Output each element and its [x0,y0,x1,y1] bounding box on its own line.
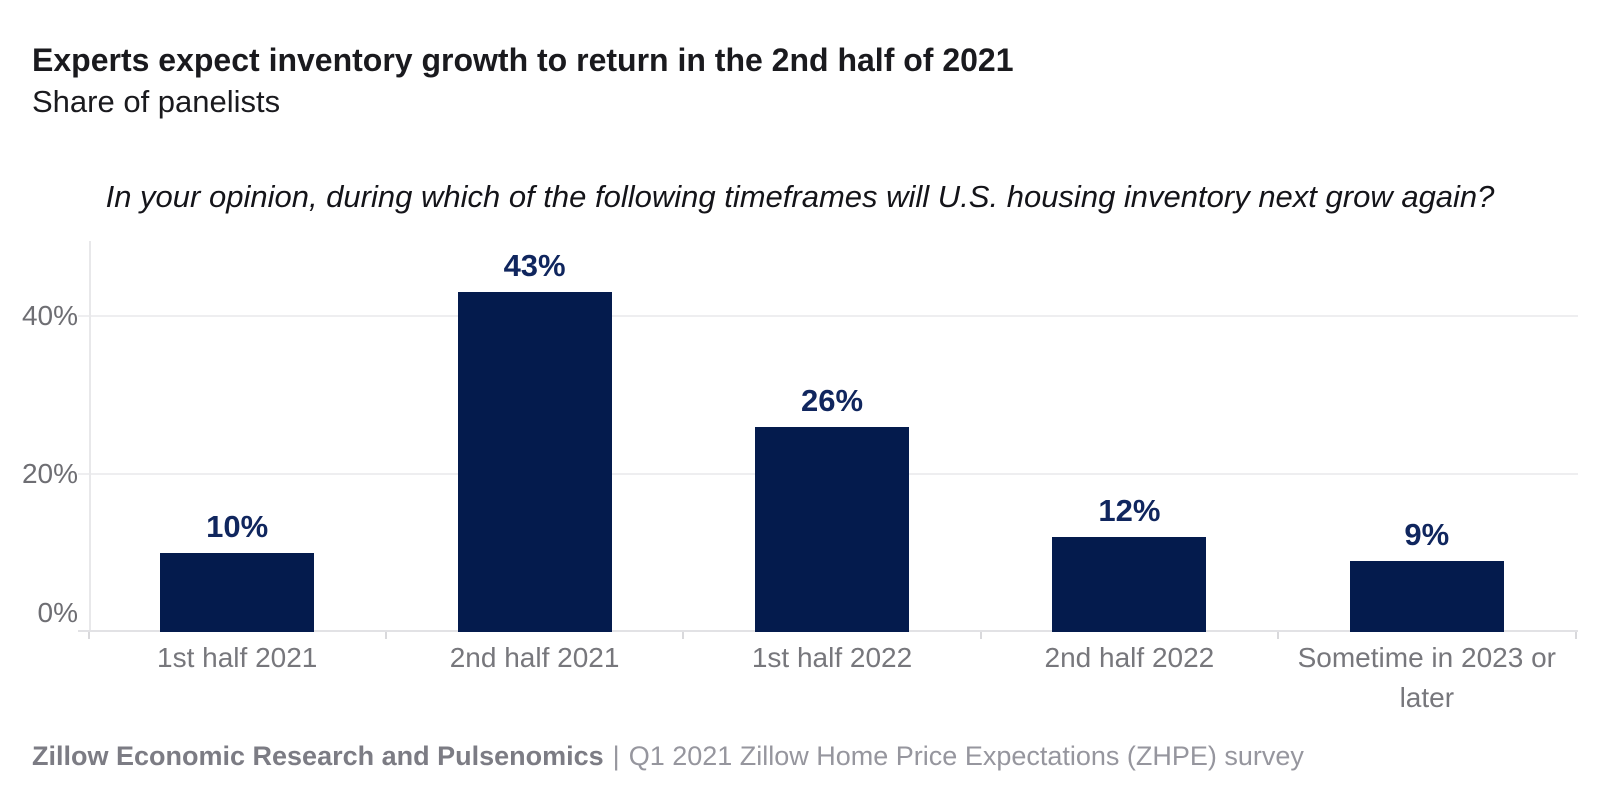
x-axis-tick [1277,632,1280,639]
y-axis-label: 20% [21,458,78,489]
source-note: Q1 2021 Zillow Home Price Expectations (… [628,741,1304,771]
source-separator: | [612,741,620,771]
gridline-40 [78,315,1578,317]
x-axis-category-label: 2nd half 2022 [1044,642,1215,673]
source-name: Zillow Economic Research and Pulsenomics [32,741,604,771]
bar-2nd-half-2021 [457,292,612,632]
x-axis-tick [979,632,982,639]
y-axis-line [89,241,91,632]
x-axis-category-label: Sometime in 2023 or later [1297,642,1556,713]
x-axis-tick [682,632,685,639]
bar-1st-half-2022 [755,426,909,632]
chart-title: Experts expect inventory growth to retur… [32,42,1014,78]
bar-value-label: 26% [800,382,864,418]
y-axis-label: 0% [37,597,78,628]
source-attribution: Zillow Economic Research and Pulsenomics… [32,736,1572,776]
bar-2nd-half-2022 [1052,537,1207,632]
bar-value-label: 12% [1098,493,1161,529]
x-axis-tick [384,632,387,639]
survey-question: In your opinion, during which of the fol… [105,179,1495,214]
y-axis-label: 40% [21,300,78,331]
x-axis-category-label: 1st half 2021 [157,642,318,673]
x-axis-tick [1574,632,1577,639]
x-axis-tick [87,632,90,639]
x-axis-category-label: 2nd half 2021 [449,642,620,673]
chart-subtitle: Share of panelists [32,84,281,119]
bar-value-label: 9% [1404,516,1450,552]
x-axis-category-label: 1st half 2022 [751,642,913,673]
bar-1st-half-2021 [160,553,315,632]
bar-sometime-in-2023-or-later [1349,560,1504,632]
bar-value-label: 10% [206,509,269,544]
bar-value-label: 43% [503,248,566,284]
